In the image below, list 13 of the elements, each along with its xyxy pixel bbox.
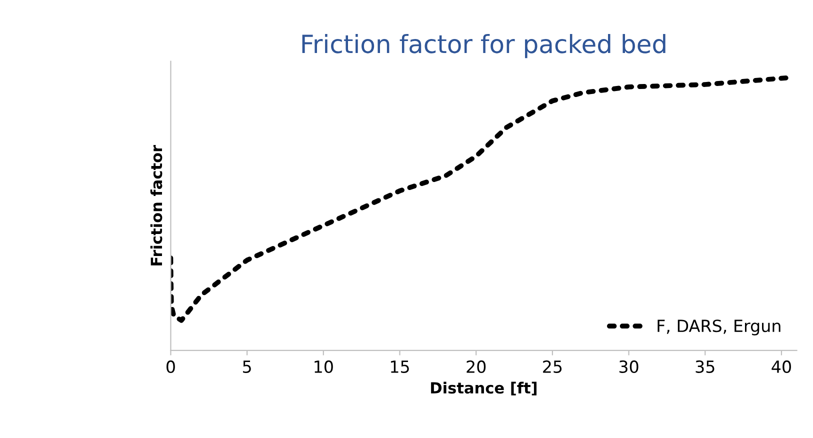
x-tick-label: 5 bbox=[243, 360, 251, 374]
chart-title: Friction factor for packed bed bbox=[302, 34, 666, 58]
x-tick-label: 10 bbox=[314, 360, 333, 374]
x-tick-label: 30 bbox=[619, 360, 638, 374]
x-axis-title: Distance [ft] bbox=[431, 382, 536, 396]
x-tick-label: 25 bbox=[543, 360, 562, 374]
x-tick-label: 40 bbox=[772, 360, 791, 374]
x-tick-label: 20 bbox=[466, 360, 486, 374]
x-tick-label: 15 bbox=[390, 360, 409, 374]
legend-label: F, DARS, Ergun bbox=[658, 320, 780, 336]
y-axis-title: Friction factor bbox=[150, 144, 162, 266]
x-tick-label: 35 bbox=[696, 360, 714, 374]
x-tick-label: 0 bbox=[166, 360, 175, 374]
